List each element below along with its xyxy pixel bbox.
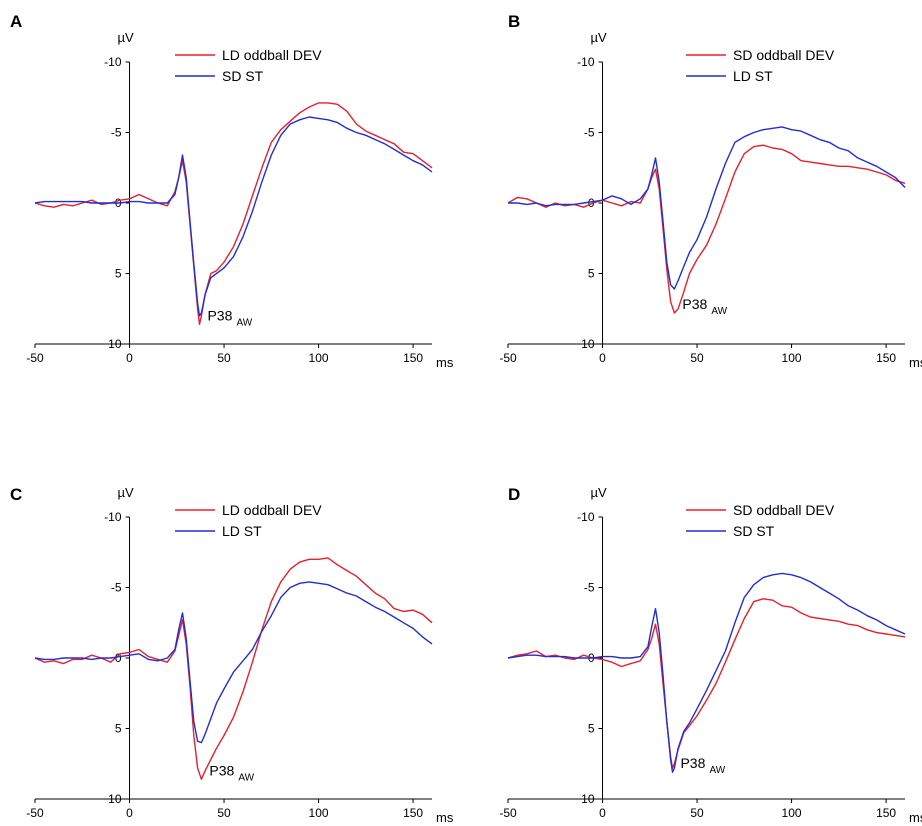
y-tick-label: 5 (115, 267, 122, 281)
peak-label: P38 (207, 307, 232, 323)
panel-letter: A (10, 12, 22, 31)
series-line-1 (507, 598, 906, 769)
x-tick-label: 50 (217, 351, 231, 365)
x-tick-label: 0 (126, 806, 133, 820)
x-tick-label: 50 (690, 806, 704, 820)
series-line-2 (508, 126, 906, 290)
x-tick-label: 150 (876, 806, 896, 820)
x-tick-label: -50 (26, 806, 44, 820)
panel-letter: D (508, 485, 520, 504)
peak-label-subscript: AW (711, 306, 727, 317)
y-tick-label: 10 (108, 792, 122, 806)
legend-label: SD oddball DEV (733, 502, 835, 518)
y-tick-label: -5 (111, 581, 122, 595)
x-tick-label: 100 (782, 351, 802, 365)
series-line-1 (507, 144, 906, 314)
x-tick-label: 50 (217, 806, 231, 820)
legend-label: SD ST (222, 68, 264, 84)
panel-letter: B (508, 12, 520, 31)
peak-label-subscript: AW (238, 772, 254, 783)
y-tick-label: -5 (584, 581, 595, 595)
y-tick-label: 5 (588, 267, 595, 281)
x-tick-label: 50 (690, 351, 704, 365)
legend-label: LD oddball DEV (222, 502, 322, 518)
panel-letter: C (10, 485, 22, 504)
x-tick-label: -50 (26, 351, 44, 365)
series-line-1 (34, 557, 433, 780)
x-tick-label: 0 (599, 806, 606, 820)
x-tick-label: -50 (499, 351, 517, 365)
legend-label: LD ST (733, 68, 773, 84)
y-tick-label: 10 (108, 337, 122, 351)
y-tick-label: -10 (104, 510, 122, 524)
series-line-2 (507, 572, 906, 773)
y-unit-label: µV (591, 485, 607, 500)
series-line-2 (34, 581, 433, 744)
x-tick-label: 150 (876, 351, 896, 365)
x-tick-label: 100 (309, 351, 329, 365)
x-unit-label: ms (909, 810, 922, 825)
legend-label: SD oddball DEV (733, 47, 835, 63)
peak-label: P38 (680, 755, 705, 771)
y-tick-label: 10 (581, 792, 595, 806)
legend-label: LD oddball DEV (222, 47, 322, 63)
y-tick-label: -10 (577, 55, 595, 69)
x-tick-label: 100 (309, 806, 329, 820)
legend-label: SD ST (733, 523, 775, 539)
y-tick-label: -5 (111, 126, 122, 140)
y-tick-label: 0 (115, 651, 122, 665)
series-line-2 (34, 116, 433, 317)
y-tick-label: -10 (577, 510, 595, 524)
x-tick-label: 150 (403, 806, 423, 820)
y-tick-label: -5 (584, 126, 595, 140)
series-line-1 (34, 102, 433, 325)
x-tick-label: 100 (782, 806, 802, 820)
x-tick-label: 150 (403, 351, 423, 365)
y-tick-label: -10 (104, 55, 122, 69)
peak-label: P38 (209, 762, 234, 778)
x-tick-label: 0 (599, 351, 606, 365)
peak-label: P38 (682, 296, 707, 312)
x-unit-label: ms (436, 810, 454, 825)
x-tick-label: 0 (126, 351, 133, 365)
y-unit-label: µV (591, 30, 607, 45)
peak-label-subscript: AW (709, 765, 725, 776)
y-tick-label: 5 (115, 722, 122, 736)
y-tick-label: 5 (588, 722, 595, 736)
x-unit-label: ms (436, 355, 454, 370)
y-unit-label: µV (118, 30, 134, 45)
x-tick-label: -50 (499, 806, 517, 820)
legend-label: LD ST (222, 523, 262, 539)
y-unit-label: µV (118, 485, 134, 500)
y-tick-label: 10 (581, 337, 595, 351)
peak-label-subscript: AW (236, 317, 252, 328)
y-tick-label: 0 (588, 196, 595, 210)
x-unit-label: ms (909, 355, 922, 370)
